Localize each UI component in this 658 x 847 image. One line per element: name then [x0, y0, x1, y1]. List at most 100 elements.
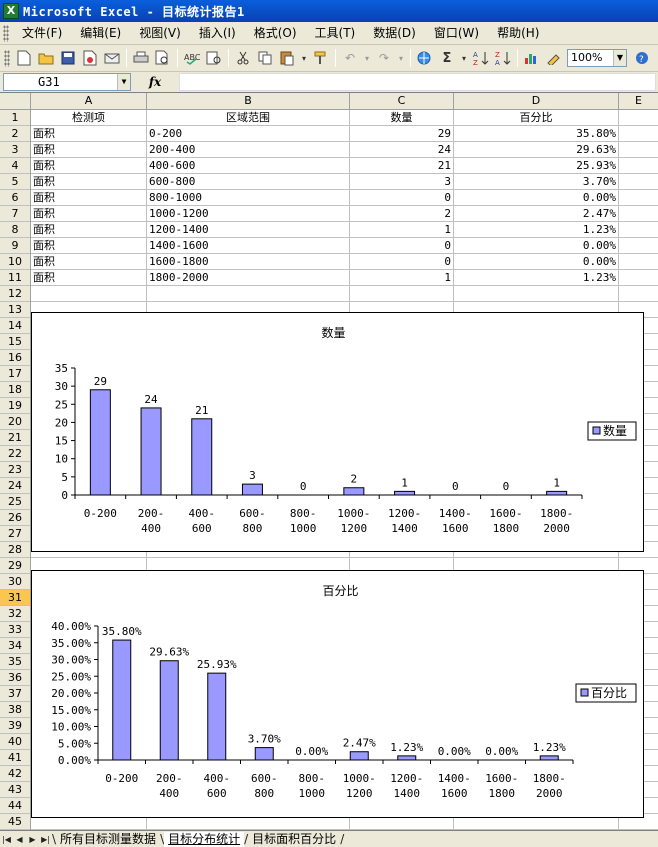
menu-help[interactable]: 帮助(H)	[497, 25, 540, 40]
paste-options-chevron-icon[interactable]: ▾	[301, 53, 306, 63]
row-header[interactable]: 13	[0, 302, 30, 318]
row-header[interactable]: 35	[0, 654, 30, 670]
column-header-e[interactable]: E	[635, 94, 642, 107]
chart-wizard-icon[interactable]	[523, 49, 541, 67]
row-header[interactable]: 20	[0, 414, 30, 430]
spelling-icon[interactable]: ABC	[183, 49, 201, 67]
redo-icon[interactable]: ↷	[378, 51, 390, 65]
cell-count[interactable]: 1	[444, 223, 451, 236]
cell-count[interactable]: 0	[444, 255, 451, 268]
row-header[interactable]: 43	[0, 782, 30, 798]
cell-percent[interactable]: 1.23%	[582, 271, 616, 284]
cell-item[interactable]: 面积	[33, 207, 55, 220]
row-header[interactable]: 36	[0, 670, 30, 686]
undo-options-chevron-icon[interactable]: ▾	[364, 53, 369, 63]
row-header[interactable]: 33	[0, 622, 30, 638]
column-header-a[interactable]: A	[31, 93, 147, 109]
undo-icon[interactable]: ↶	[344, 51, 356, 65]
row-header[interactable]: 45	[0, 814, 30, 830]
row-header[interactable]: 1	[0, 110, 30, 126]
row-header[interactable]: 22	[0, 446, 30, 462]
row-header[interactable]: 17	[0, 366, 30, 382]
cell-range[interactable]: 1600-1800	[149, 255, 209, 268]
cell-count[interactable]: 0	[444, 239, 451, 252]
row-header[interactable]: 41	[0, 750, 30, 766]
email-icon[interactable]	[103, 49, 121, 67]
cell-range[interactable]: 1000-1200	[149, 207, 209, 220]
cell-count[interactable]: 2	[444, 207, 451, 220]
row-header[interactable]: 21	[0, 430, 30, 446]
row-header[interactable]: 25	[0, 494, 30, 510]
last-sheet-icon[interactable]: ▶|	[41, 834, 50, 844]
cell-range[interactable]: 0-200	[149, 127, 183, 140]
zoom-chevron-down-icon[interactable]: ▼	[613, 50, 626, 66]
row-header[interactable]: 24	[0, 478, 30, 494]
cell-count[interactable]: 24	[437, 143, 451, 156]
cell-count[interactable]: 1	[444, 271, 451, 284]
help-icon[interactable]: ?	[633, 49, 651, 67]
cell-percent[interactable]: 3.70%	[582, 175, 616, 188]
formula-input[interactable]	[179, 73, 656, 91]
redo-options-chevron-icon[interactable]: ▾	[398, 53, 403, 63]
cell-percent[interactable]: 29.63%	[576, 143, 616, 156]
header-cell[interactable]: 区域范围	[226, 111, 270, 124]
menu-data[interactable]: 数据(D)	[373, 25, 416, 40]
row-header[interactable]: 10	[0, 254, 30, 270]
row-header[interactable]: 4	[0, 158, 30, 174]
cell-percent[interactable]: 25.93%	[576, 159, 616, 172]
menu-file[interactable]: 文件(F)	[22, 25, 63, 40]
drawing-icon[interactable]	[545, 49, 563, 67]
first-sheet-icon[interactable]: |◀	[2, 834, 11, 844]
cell-item[interactable]: 面积	[33, 127, 55, 140]
cell-item[interactable]: 面积	[33, 271, 55, 284]
row-header[interactable]: 28	[0, 542, 30, 558]
row-header[interactable]: 42	[0, 766, 30, 782]
cell-range[interactable]: 600-800	[149, 175, 196, 188]
sheet-tab-distribution[interactable]: 目标分布统计	[164, 831, 245, 847]
menu-insert[interactable]: 插入(I)	[198, 25, 236, 40]
cell-range[interactable]: 1800-2000	[149, 271, 209, 284]
cell-percent[interactable]: 1.23%	[582, 223, 616, 236]
print-preview-icon[interactable]	[154, 49, 172, 67]
menu-tools[interactable]: 工具(T)	[314, 25, 356, 40]
cell-count[interactable]: 3	[444, 175, 451, 188]
column-header-c[interactable]: C	[350, 93, 454, 109]
row-header[interactable]: 32	[0, 606, 30, 622]
cell-item[interactable]: 面积	[33, 191, 55, 204]
row-header[interactable]: 5	[0, 174, 30, 190]
row-header[interactable]: 18	[0, 382, 30, 398]
header-cell[interactable]: 检测项	[72, 111, 105, 124]
cell-percent[interactable]: 0.00%	[582, 255, 616, 268]
row-header[interactable]: 14	[0, 318, 30, 334]
row-header[interactable]: 29	[0, 558, 30, 574]
zoom-select[interactable]: 100% ▼	[567, 49, 627, 67]
chart-percentage[interactable]: 百分比 0.00% 5.00% 10.00% 15.00% 20.00% 25.00% 30.…	[31, 570, 644, 818]
menu-window[interactable]: 窗口(W)	[433, 25, 480, 40]
row-header[interactable]: 38	[0, 702, 30, 718]
cell-count[interactable]: 29	[437, 127, 451, 140]
header-cell[interactable]: 数量	[390, 111, 413, 124]
cell-percent[interactable]: 0.00%	[582, 239, 616, 252]
cell-count[interactable]: 21	[437, 159, 451, 172]
cut-icon[interactable]	[234, 49, 252, 67]
save-icon[interactable]	[59, 49, 77, 67]
insert-function-fx-icon[interactable]: fx	[148, 75, 162, 89]
next-sheet-icon[interactable]: ▶	[29, 834, 36, 844]
cell-item[interactable]: 面积	[33, 159, 55, 172]
row-header[interactable]: 44	[0, 798, 30, 814]
row-header[interactable]: 8	[0, 222, 30, 238]
row-header[interactable]: 6	[0, 190, 30, 206]
row-header[interactable]: 2	[0, 126, 30, 142]
cell-percent[interactable]: 2.47%	[582, 207, 616, 220]
permission-icon[interactable]	[81, 49, 99, 67]
print-icon[interactable]	[132, 49, 150, 67]
chart-quantity[interactable]: 数量 0 5 10 15 20 25 30 35 29 0-200 24 200- 400 21 400- 60…	[31, 312, 644, 552]
row-header[interactable]: 16	[0, 350, 30, 366]
cell-range[interactable]: 400-600	[149, 159, 196, 172]
row-header[interactable]: 31	[0, 590, 30, 606]
new-document-icon[interactable]	[15, 49, 33, 67]
row-header[interactable]: 27	[0, 526, 30, 542]
cell-item[interactable]: 面积	[33, 239, 55, 252]
column-header-d[interactable]: D	[454, 93, 619, 109]
